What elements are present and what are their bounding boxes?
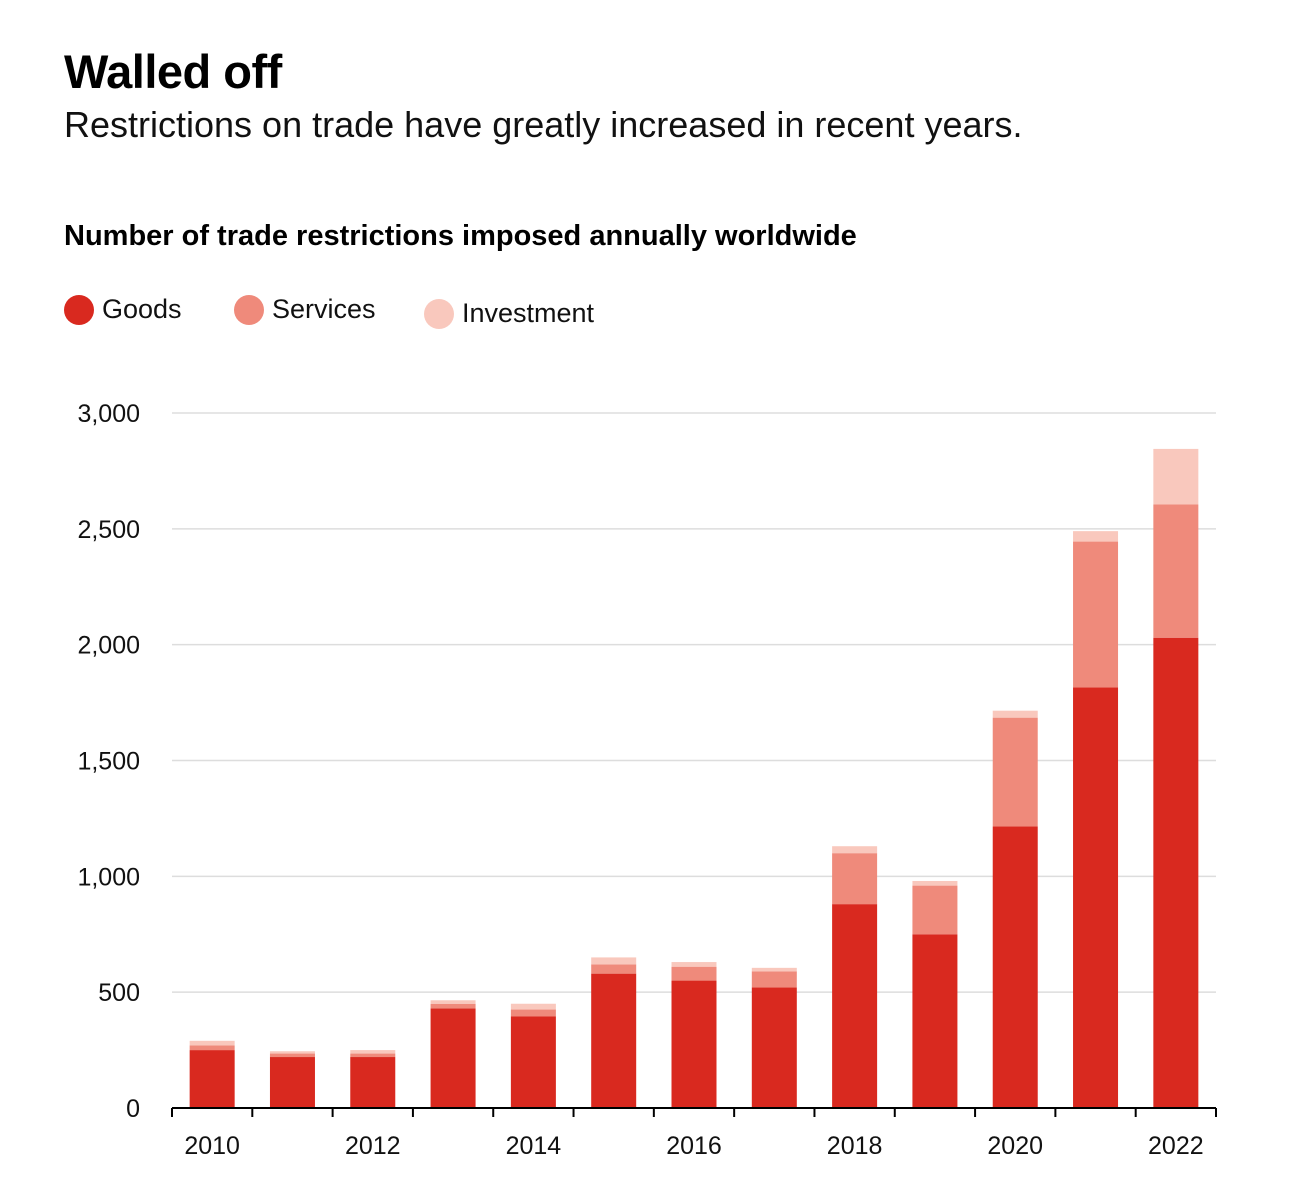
chart-subtitle: Restrictions on trade have greatly incre… (64, 104, 1023, 145)
bar-services-2016 (671, 966, 717, 981)
bar-services-2021 (1073, 541, 1119, 688)
bar-services-2012 (350, 1053, 396, 1058)
bar-goods-2015 (591, 973, 637, 1108)
y-tick-label: 500 (98, 979, 140, 1007)
chart-title-main: Walled off (64, 45, 282, 98)
legend-label-goods: Goods (102, 294, 182, 324)
y-tick-label: 2,000 (77, 632, 140, 660)
x-tick-label: 2012 (345, 1132, 401, 1160)
y-tick-label: 0 (126, 1095, 140, 1123)
bar-investment-2016 (671, 962, 717, 967)
bar-investment-2013 (430, 1000, 476, 1004)
bar-goods-2013 (430, 1008, 476, 1108)
bar-goods-2012 (350, 1057, 396, 1108)
legend-label-services: Services (272, 294, 376, 324)
bar-services-2018 (832, 853, 878, 905)
bar-services-2013 (430, 1003, 476, 1009)
x-tick-label: 2010 (184, 1132, 240, 1160)
x-axis (171, 1107, 1217, 1117)
legend-label-investment: Investment (462, 298, 595, 328)
bar-investment-2019 (912, 880, 958, 886)
bar-services-2014 (510, 1009, 556, 1017)
bar-goods-2019 (912, 934, 958, 1108)
legend-item-goods: Goods (64, 294, 182, 325)
y-tick-label: 2,500 (77, 516, 140, 544)
bar-goods-2018 (832, 904, 878, 1108)
legend-swatch-goods (64, 294, 94, 325)
bars (189, 448, 1199, 1108)
bar-investment-2018 (832, 846, 878, 854)
bar-goods-2020 (992, 826, 1038, 1108)
x-tick-label: 2014 (506, 1132, 562, 1160)
bar-investment-2020 (992, 710, 1038, 718)
legend: Goods Services Investment (64, 294, 764, 334)
legend-swatch-investment (424, 298, 454, 329)
bar-services-2011 (269, 1053, 315, 1058)
bar-investment-2010 (189, 1040, 235, 1046)
x-tick-label: 2018 (827, 1132, 883, 1160)
bar-services-2020 (992, 717, 1038, 827)
chart-inner-title: Number of trade restrictions imposed ann… (64, 220, 857, 252)
x-axis-labels: 2010 2012 2014 2016 2018 2020 2022 (184, 1132, 1203, 1160)
y-tick-label: 1,000 (77, 863, 140, 891)
bar-services-2019 (912, 885, 958, 935)
grid-lines (172, 412, 1216, 993)
bar-goods-2017 (751, 987, 797, 1108)
bar-investment-2022 (1153, 448, 1199, 505)
bar-goods-2022 (1153, 637, 1199, 1108)
x-tick-label: 2016 (666, 1132, 722, 1160)
bar-investment-2021 (1073, 531, 1119, 542)
x-tick-label: 2020 (987, 1132, 1043, 1160)
y-axis-labels: 0 500 1,000 1,500 2,000 2,500 3,000 (77, 400, 140, 1123)
bar-investment-2017 (751, 967, 797, 972)
bar-goods-2010 (189, 1050, 235, 1108)
bar-services-2015 (591, 964, 637, 974)
x-tick-label: 2022 (1148, 1132, 1204, 1160)
legend-item-investment: Investment (424, 298, 594, 329)
bar-investment-2012 (350, 1050, 396, 1054)
y-tick-label: 3,000 (77, 400, 140, 428)
bar-goods-2016 (671, 980, 717, 1108)
bar-investment-2015 (591, 957, 637, 965)
legend-swatch-services (234, 294, 264, 325)
bar-investment-2011 (269, 1051, 315, 1054)
legend-item-services: Services (234, 294, 376, 325)
bar-goods-2014 (510, 1016, 556, 1108)
bar-services-2017 (751, 971, 797, 988)
bar-goods-2021 (1073, 687, 1119, 1108)
bar-goods-2011 (269, 1057, 315, 1108)
y-tick-label: 1,500 (77, 748, 140, 776)
bar-services-2010 (189, 1045, 235, 1051)
bar-investment-2014 (510, 1003, 556, 1010)
bar-services-2022 (1153, 504, 1199, 638)
